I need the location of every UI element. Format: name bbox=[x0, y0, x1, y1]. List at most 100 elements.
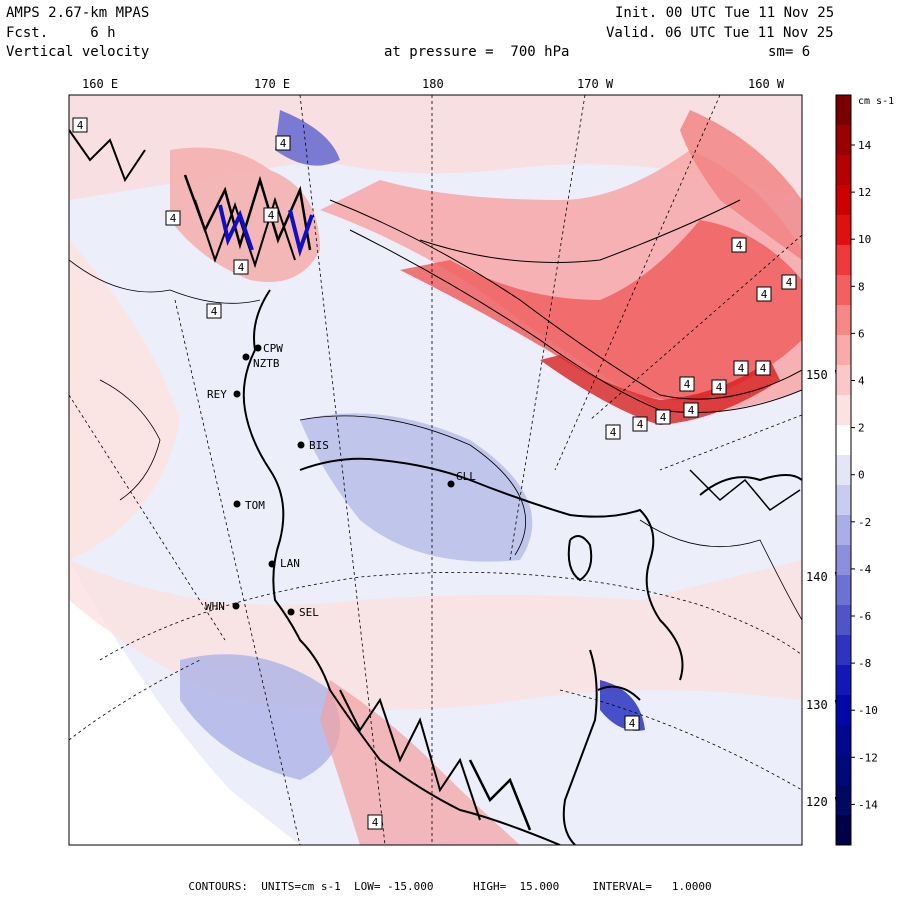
colorbar-swatch bbox=[836, 815, 851, 846]
colorbar-tick-label: -2 bbox=[858, 516, 871, 529]
colorbar-swatch bbox=[836, 515, 851, 546]
marker-label: 4 bbox=[238, 261, 245, 274]
colorbar-swatch bbox=[836, 395, 851, 426]
colorbar-tick-label: 2 bbox=[858, 422, 865, 435]
colorbar bbox=[836, 95, 851, 846]
ascent-arc-max bbox=[540, 355, 780, 425]
station-dot-bis bbox=[297, 441, 305, 449]
grounding-line bbox=[562, 649, 598, 845]
colorbar-swatch bbox=[836, 425, 851, 456]
marker-box bbox=[731, 237, 747, 253]
station-dot-sel bbox=[287, 608, 295, 616]
station-dot-lan bbox=[268, 560, 276, 568]
colorbar-swatch bbox=[836, 665, 851, 696]
descent-north-core bbox=[275, 110, 340, 166]
lon-label-180: 180 bbox=[422, 77, 444, 91]
colorbar-swatch bbox=[836, 125, 851, 156]
no-data-region bbox=[69, 560, 300, 845]
marker-label: 4 bbox=[688, 404, 695, 417]
marker-box bbox=[756, 286, 772, 302]
stations: CPW NZTB REY BIS GLL TOM LAN WHN SEL bbox=[205, 342, 476, 619]
dense-contours-south-2 bbox=[468, 759, 532, 831]
colorbar-tick-label: -6 bbox=[858, 610, 871, 623]
colorbar-tick-label: 14 bbox=[858, 139, 872, 152]
colorbar-swatch bbox=[836, 455, 851, 486]
marker-label: 4 bbox=[610, 426, 617, 439]
colorbar-tick-label: -14 bbox=[858, 798, 878, 811]
lon-label-160w: 160 W bbox=[748, 77, 785, 91]
pressure-level: at pressure = 700 hPa bbox=[384, 44, 570, 60]
marker-label: 4 bbox=[629, 717, 636, 730]
colorbar-swatch bbox=[836, 575, 851, 606]
contour-arc-2 bbox=[349, 229, 802, 413]
colorbar-tick-label: 12 bbox=[858, 186, 871, 199]
station-dot-rey bbox=[233, 390, 241, 398]
station-label-tom: TOM bbox=[245, 499, 265, 512]
station-dot-tom bbox=[233, 500, 241, 508]
colorbar-ticks: 14 12 10 8 6 4 2 0 -2 -4 -6 -8 -10 -12 -14 bbox=[851, 139, 878, 811]
side-label-120w: 120 W bbox=[806, 795, 843, 809]
colorbar-swatch bbox=[836, 365, 851, 396]
station-label-sel: SEL bbox=[299, 606, 319, 619]
marker-box bbox=[263, 207, 279, 223]
ascent-arc-core bbox=[400, 220, 802, 401]
marker-box bbox=[275, 135, 291, 151]
marker-label: 4 bbox=[211, 305, 218, 318]
map-frame bbox=[68, 94, 803, 846]
marker-label: 4 bbox=[684, 378, 691, 391]
colorbar-tick-label: -12 bbox=[858, 751, 878, 764]
colorbar-tick-label: -4 bbox=[858, 563, 872, 576]
contour-west-2 bbox=[99, 379, 161, 501]
lon-label-170w: 170 W bbox=[577, 77, 614, 91]
side-label-140w: 140 W bbox=[806, 570, 843, 584]
marker-box bbox=[632, 416, 648, 432]
marker-box bbox=[233, 259, 249, 275]
marker-box bbox=[711, 379, 727, 395]
colorbar-swatch bbox=[836, 605, 851, 636]
marker-label: 4 bbox=[268, 209, 275, 222]
contour-info: CONTOURS: UNITS=cm s-1 LOW= -15.000 HIGH… bbox=[188, 880, 712, 893]
descent-southwest bbox=[180, 654, 340, 780]
ice-shelf-front bbox=[299, 457, 684, 681]
colorbar-swatch bbox=[836, 725, 851, 756]
contour-arc-1 bbox=[329, 199, 802, 400]
positive-band-north bbox=[69, 95, 802, 200]
station-dot-nztb bbox=[242, 353, 250, 361]
map-field: 4 4 4 4 4 4 4 4 4 4 4 4 4 4 4 4 4 4 4 CP… bbox=[69, 95, 802, 845]
marker-label: 4 bbox=[660, 411, 667, 424]
colorbar-swatch bbox=[836, 185, 851, 216]
colorbar-swatch bbox=[836, 215, 851, 246]
descent-central bbox=[300, 413, 533, 562]
dense-contours-south bbox=[339, 689, 481, 821]
marker-box bbox=[781, 274, 797, 290]
marker-box bbox=[165, 210, 181, 226]
marker-box bbox=[655, 409, 671, 425]
colorbar-swatch bbox=[836, 155, 851, 186]
colorbar-swatch bbox=[836, 545, 851, 576]
contour-west-1 bbox=[69, 259, 261, 304]
strong-descent-streaks-2 bbox=[288, 209, 314, 258]
colorbar-swatch bbox=[836, 245, 851, 276]
graticule bbox=[69, 95, 802, 845]
marker-box bbox=[755, 360, 771, 376]
dense-contours-east bbox=[689, 469, 801, 511]
model-title: AMPS 2.67-km MPAS bbox=[6, 5, 150, 21]
marker-box bbox=[367, 814, 383, 830]
colorbar-units: cm s-1 bbox=[858, 96, 894, 107]
colorbar-tick-label: -10 bbox=[858, 704, 878, 717]
colorbar-swatch bbox=[836, 695, 851, 726]
station-dot-whn bbox=[232, 602, 240, 610]
colorbar-swatch bbox=[836, 485, 851, 516]
contour-east bbox=[639, 519, 802, 621]
station-label-lan: LAN bbox=[280, 557, 300, 570]
field-name: Vertical velocity bbox=[6, 44, 150, 60]
colorbar-tick-label: 6 bbox=[858, 327, 865, 340]
island-outline bbox=[567, 535, 593, 582]
lon-label-160e: 160 E bbox=[82, 77, 119, 91]
marker-box bbox=[683, 402, 699, 418]
marker-label: 4 bbox=[738, 362, 745, 375]
marker-label: 4 bbox=[786, 276, 793, 289]
marker-label: 4 bbox=[170, 212, 177, 225]
station-dot-cpw bbox=[254, 344, 262, 352]
